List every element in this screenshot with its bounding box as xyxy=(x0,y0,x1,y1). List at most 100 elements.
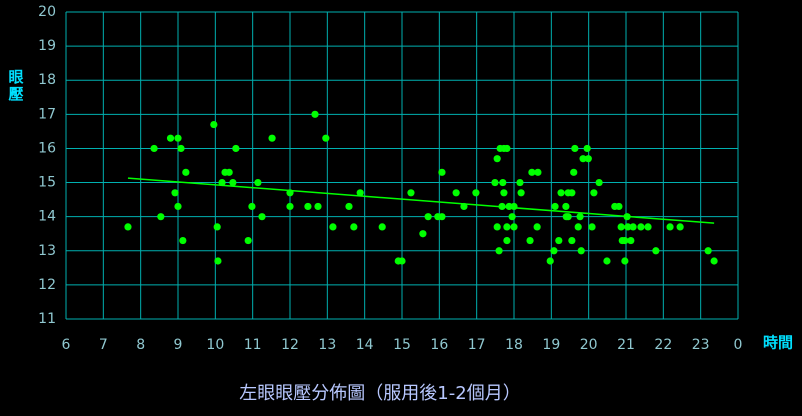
data-point xyxy=(621,257,629,265)
data-point xyxy=(174,202,182,211)
data-point xyxy=(225,168,233,176)
y-tick-label: 11 xyxy=(38,311,56,327)
data-point xyxy=(517,189,525,197)
data-point xyxy=(590,189,598,197)
data-point xyxy=(624,223,632,231)
x-tick-label: 9 xyxy=(174,337,183,353)
data-point xyxy=(150,144,158,153)
data-point xyxy=(526,236,534,245)
x-tick-label: 23 xyxy=(692,337,710,353)
data-point xyxy=(452,189,460,197)
data-point xyxy=(491,178,499,187)
data-point xyxy=(568,189,576,197)
data-point xyxy=(568,236,576,245)
data-point xyxy=(710,257,718,265)
x-tick-label: 20 xyxy=(580,337,598,353)
x-tick-label: 14 xyxy=(356,337,374,353)
data-point xyxy=(571,144,579,153)
data-point xyxy=(508,213,516,221)
data-point xyxy=(546,257,554,265)
data-point xyxy=(584,155,592,163)
data-point xyxy=(322,134,330,142)
data-point xyxy=(182,168,190,176)
data-point xyxy=(350,223,358,231)
data-point xyxy=(329,223,337,231)
y-tick-label: 15 xyxy=(38,175,56,191)
x-tick-label: 0 xyxy=(734,337,743,353)
x-tick-label: 21 xyxy=(617,337,635,353)
data-point xyxy=(627,236,635,245)
data-point xyxy=(637,223,645,231)
data-point xyxy=(248,202,256,211)
x-tick-label: 7 xyxy=(99,337,108,353)
data-point xyxy=(286,202,294,211)
data-point xyxy=(254,178,262,187)
trend-line xyxy=(127,177,715,224)
y-axis-label-text: 眼壓 xyxy=(7,69,25,103)
x-tick-label: 10 xyxy=(206,337,224,353)
data-point xyxy=(503,236,511,245)
data-point xyxy=(179,236,187,245)
x-tick-label: 15 xyxy=(393,337,411,353)
data-point xyxy=(314,202,322,211)
y-tick-label: 14 xyxy=(38,209,56,225)
x-tick-label: 17 xyxy=(468,337,486,353)
y-tick-label: 19 xyxy=(38,38,56,54)
y-tick-label: 18 xyxy=(38,72,56,88)
data-point xyxy=(407,189,415,197)
data-point xyxy=(574,223,582,231)
x-axis-label: 時間 xyxy=(763,334,793,352)
data-point xyxy=(244,236,252,245)
data-point xyxy=(588,223,596,231)
data-point xyxy=(595,178,603,187)
data-point xyxy=(174,134,182,142)
data-point xyxy=(629,223,637,231)
data-point xyxy=(704,247,712,255)
data-point xyxy=(510,223,518,231)
x-tick-label: 12 xyxy=(281,337,299,353)
data-point xyxy=(268,134,276,142)
data-point xyxy=(311,110,319,118)
data-point xyxy=(551,202,559,211)
data-point xyxy=(528,168,536,176)
data-point xyxy=(493,155,501,163)
x-tick-label: 22 xyxy=(654,337,672,353)
chart-title: 左眼眼壓分佈圖（服用後1-2個月） xyxy=(239,383,520,404)
data-point xyxy=(562,202,570,211)
x-tick-label: 16 xyxy=(430,337,448,353)
data-point xyxy=(533,223,541,231)
data-point xyxy=(218,178,226,187)
data-point xyxy=(171,189,179,197)
data-point xyxy=(166,134,175,142)
y-tick-label: 17 xyxy=(38,106,56,122)
data-point xyxy=(424,213,432,221)
data-point xyxy=(258,213,266,221)
y-tick-label: 13 xyxy=(38,243,56,259)
data-point xyxy=(510,202,518,211)
data-point xyxy=(676,223,684,231)
x-tick-label: 19 xyxy=(542,337,560,353)
data-point xyxy=(621,236,629,245)
data-point xyxy=(398,257,406,265)
y-tick-label: 12 xyxy=(38,277,56,293)
x-tick-label: 18 xyxy=(505,337,523,353)
data-point xyxy=(210,120,218,129)
data-point xyxy=(570,168,578,176)
data-point xyxy=(157,213,165,221)
data-point xyxy=(516,178,524,187)
x-tick-label: 13 xyxy=(318,337,336,353)
y-axis-label: 眼壓 xyxy=(7,69,25,103)
x-tick-label: 11 xyxy=(244,337,262,353)
data-point xyxy=(576,213,584,221)
data-point xyxy=(617,223,625,231)
y-tick-label: 20 xyxy=(38,4,56,20)
y-tick-label: 16 xyxy=(38,140,56,156)
data-point xyxy=(493,223,501,231)
data-point xyxy=(503,223,511,231)
data-point xyxy=(577,247,585,255)
data-point xyxy=(550,247,558,255)
x-tick-label: 8 xyxy=(136,337,145,353)
